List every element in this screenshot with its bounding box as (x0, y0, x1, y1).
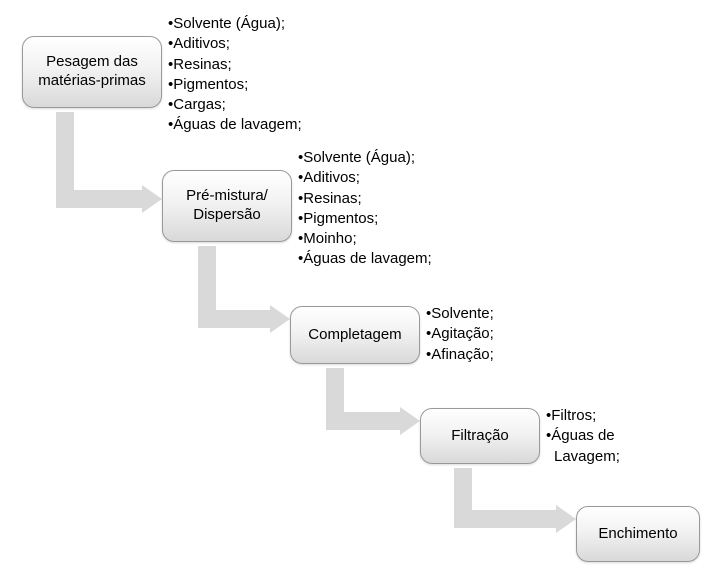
node-pre-mistura-label: Pré-mistura/Dispersão (186, 187, 268, 225)
bullet-item: •Afinação; (426, 345, 494, 365)
bullet-item: •Cargas; (168, 95, 302, 115)
node-filtracao-label: Filtração (451, 427, 509, 446)
bullet-item: •Águas de (546, 426, 620, 446)
arrow-2-horizontal (198, 310, 270, 328)
bullet-item: •Resinas; (168, 55, 302, 75)
arrow-1-horizontal (56, 190, 142, 208)
bullet-item: •Aditivos; (168, 34, 302, 54)
bullets-pesagem: •Solvente (Água); •Aditivos; •Resinas; •… (168, 14, 302, 136)
bullet-item: •Pigmentos; (168, 75, 302, 95)
bullet-item: •Pigmentos; (298, 209, 432, 229)
bullet-item: •Solvente; (426, 304, 494, 324)
bullet-item: •Águas de lavagem; (168, 115, 302, 135)
bullet-item: •Moinho; (298, 229, 432, 249)
arrow-3-horizontal (326, 412, 400, 430)
arrow-2-head (270, 305, 290, 333)
bullet-item: •Solvente (Água); (298, 148, 432, 168)
node-enchimento-label: Enchimento (598, 525, 677, 544)
bullet-item: •Aditivos; (298, 168, 432, 188)
node-pesagem-label: Pesagem dasmatérias-primas (38, 53, 146, 91)
bullet-item: •Solvente (Água); (168, 14, 302, 34)
bullet-item: •Águas de lavagem; (298, 249, 432, 269)
bullet-item: •Resinas; (298, 189, 432, 209)
bullets-filtracao: •Filtros; •Águas de Lavagem; (546, 406, 620, 467)
node-pre-mistura: Pré-mistura/Dispersão (162, 170, 292, 242)
arrow-3-head (400, 407, 420, 435)
node-enchimento: Enchimento (576, 506, 700, 562)
arrow-4-head (556, 505, 576, 533)
node-pesagem: Pesagem dasmatérias-primas (22, 36, 162, 108)
node-filtracao: Filtração (420, 408, 540, 464)
arrow-1-head (142, 185, 162, 213)
bullets-pre-mistura: •Solvente (Água); •Aditivos; •Resinas; •… (298, 148, 432, 270)
node-completagem: Completagem (290, 306, 420, 364)
node-completagem-label: Completagem (308, 326, 401, 345)
bullet-item: Lavagem; (546, 447, 620, 467)
bullets-completagem: •Solvente; •Agitação; •Afinação; (426, 304, 494, 365)
arrow-4-horizontal (454, 510, 556, 528)
bullet-item: •Filtros; (546, 406, 620, 426)
bullet-item: •Agitação; (426, 324, 494, 344)
flowchart-canvas: Pesagem dasmatérias-primas •Solvente (Ág… (0, 0, 722, 581)
